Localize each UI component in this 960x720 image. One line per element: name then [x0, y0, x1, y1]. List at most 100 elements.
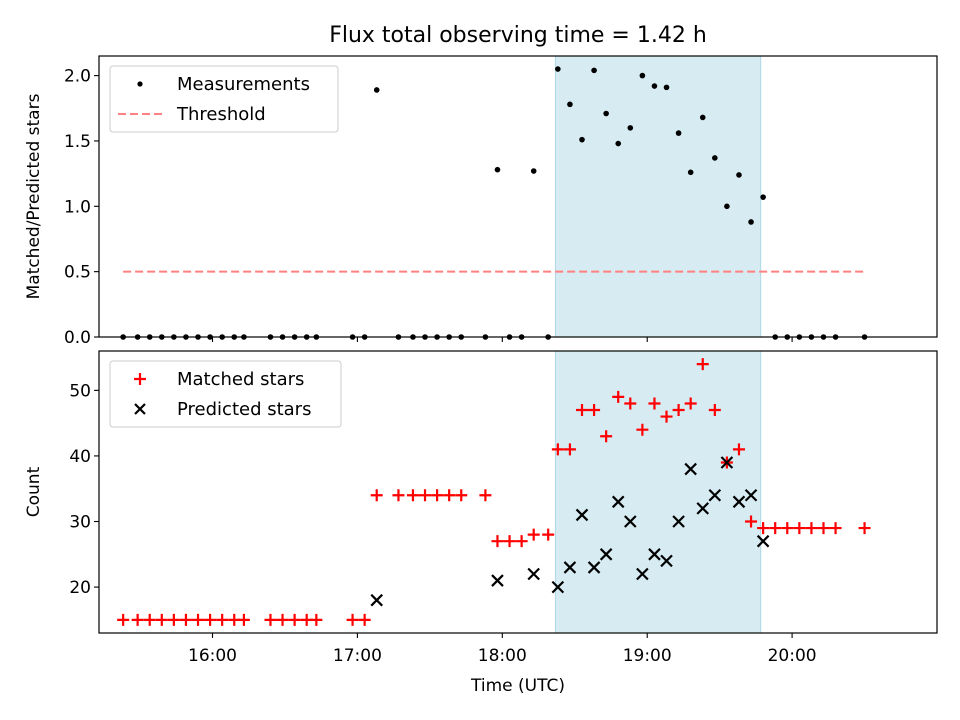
y-tick-label: 20 — [69, 578, 91, 598]
measurement-point — [651, 83, 658, 89]
measurement-point — [736, 172, 742, 178]
bottom-panel-legend: Matched stars Predicted stars — [109, 360, 342, 428]
matched-stars-point — [155, 613, 168, 626]
predicted-stars-point — [672, 515, 685, 528]
matched-stars-point — [310, 613, 323, 626]
top-panel-frame — [98, 55, 938, 338]
legend-marker-measurements — [137, 81, 143, 87]
measurement-point — [579, 136, 585, 143]
predicted-stars-point — [696, 502, 710, 515]
top-panel: 0.00.51.01.52.0 Matched/Predicted stars … — [24, 55, 938, 348]
measurement-point — [627, 125, 634, 131]
predicted-stars-point — [551, 580, 565, 594]
predicted-stars-point — [587, 561, 601, 574]
matched-stars-point — [575, 404, 588, 417]
y-tick-label: 0.5 — [64, 263, 91, 283]
measurement-point — [724, 203, 730, 210]
matched-stars-point — [515, 535, 528, 548]
matched-stars-point — [419, 489, 432, 502]
measurement-point — [494, 166, 501, 173]
predicted-stars-point — [636, 567, 649, 581]
matched-stars-point — [264, 613, 277, 626]
matched-stars-point — [370, 489, 383, 502]
matched-stars-point — [732, 443, 745, 456]
observing-window-shading — [554, 350, 762, 634]
legend-label-matched-stars: Matched stars — [177, 369, 304, 390]
matched-stars-point — [588, 404, 601, 417]
measurement-point — [591, 67, 597, 74]
observing-window-shading — [554, 55, 762, 338]
matched-stars-point — [204, 613, 217, 626]
matched-stars-point — [563, 443, 576, 456]
predicted-stars-point — [370, 593, 384, 607]
predicted-stars-point — [732, 495, 746, 509]
matched-stars-point — [237, 613, 250, 626]
legend-marker-predicted-stars — [134, 403, 146, 415]
matched-stars-point — [612, 390, 625, 403]
matched-stars-point — [624, 397, 637, 410]
top-panel-y-axis: 0.0 0.5 1.0 1.5 2.0 — [64, 67, 99, 348]
y-tick-label: 2.0 — [64, 67, 91, 87]
y-tick-label: 1.5 — [64, 132, 91, 152]
predicted-stars-point — [684, 462, 697, 476]
predicted-stars-point — [599, 548, 613, 561]
measurement-point — [615, 140, 622, 147]
matched-stars-point — [769, 522, 782, 535]
x-tick-label: 16:00 — [188, 646, 237, 666]
measurement-point — [373, 87, 380, 93]
matched-stars-point — [745, 515, 758, 528]
matched-stars-point — [443, 489, 456, 502]
matched-stars-point — [179, 613, 192, 626]
matched-stars-point — [479, 489, 492, 502]
top-panel-y-axis-label: Matched/Predicted stars — [24, 93, 44, 299]
top-panel-x-ticks — [211, 337, 793, 342]
matched-stars-point — [143, 613, 156, 626]
matched-stars-point — [793, 522, 806, 535]
matched-stars-point — [660, 410, 673, 423]
predicted-stars-point — [744, 489, 758, 502]
matched-stars-point — [684, 397, 697, 410]
measurement-point — [603, 110, 609, 117]
predicted-stars-point — [756, 534, 770, 548]
matched-stars-point — [431, 489, 444, 502]
matched-stars-point — [817, 522, 830, 535]
matched-stars-point — [648, 397, 661, 410]
predicted-stars-point — [527, 567, 540, 581]
bottom-panel-y-axis-label: Count — [24, 466, 44, 517]
matched-stars-point — [858, 522, 871, 535]
legend-box — [109, 360, 342, 428]
matched-stars-point — [455, 489, 468, 502]
matched-stars-point — [392, 489, 405, 502]
y-tick-label: 50 — [69, 381, 91, 401]
matched-stars-point — [757, 522, 770, 535]
predicted-stars-point — [708, 489, 722, 502]
measurement-point — [760, 194, 766, 200]
measurement-point — [712, 155, 718, 161]
matched-stars-point — [672, 404, 685, 417]
measurement-point — [748, 219, 754, 225]
predicted-stars-point — [575, 508, 589, 522]
matched-stars-point — [117, 613, 130, 626]
bottom-panel-frame — [98, 350, 938, 634]
y-tick-label: 40 — [69, 447, 91, 467]
matched-stars-point — [358, 613, 371, 626]
matched-stars-point — [131, 613, 144, 626]
legend-box — [109, 65, 339, 133]
bottom-panel-marks — [117, 358, 871, 626]
bottom-panel: 20 30 40 50 16:00 17:00 18:00 19:00 20:00 Count… — [24, 350, 938, 666]
y-tick-label: 30 — [69, 513, 91, 533]
measurement-point — [687, 169, 694, 176]
y-tick-label: 0.0 — [64, 328, 91, 348]
matched-stars-point — [781, 522, 794, 535]
matched-stars-point — [192, 613, 205, 626]
chart-title: Flux total observing time = 1.42 h — [329, 23, 707, 48]
matched-stars-point — [406, 489, 419, 502]
matched-stars-point — [542, 528, 555, 541]
predicted-stars-point — [563, 561, 577, 574]
matched-stars-point — [288, 613, 301, 626]
matched-stars-point — [216, 613, 229, 626]
measurement-point — [699, 114, 706, 121]
matched-stars-point — [696, 358, 709, 371]
x-tick-label: 18:00 — [478, 646, 527, 666]
